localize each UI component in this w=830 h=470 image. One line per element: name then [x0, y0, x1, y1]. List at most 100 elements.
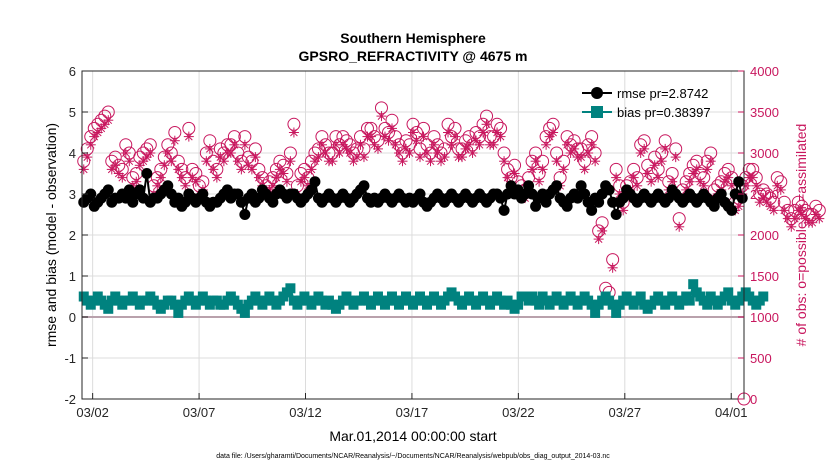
- assimilated-obs-stroke: [191, 177, 200, 186]
- assimilated-obs-stroke: [356, 140, 365, 149]
- y2-axis-label: # of obs: o=possible; ∗=assimilated: [793, 124, 809, 347]
- assimilated-obs-marker: [590, 156, 601, 167]
- bias-marker: [684, 295, 695, 306]
- assimilated-obs-stroke: [272, 173, 281, 182]
- assimilated-obs-marker: [376, 111, 387, 122]
- assimilated-obs-stroke: [699, 181, 708, 190]
- assimilated-obs-stroke: [692, 165, 701, 174]
- assimilated-obs-marker: [628, 172, 639, 183]
- legend-rmse-label: rmse pr=2.8742: [617, 86, 708, 101]
- assimilated-obs-marker: [537, 164, 548, 175]
- assimilated-obs-stroke: [542, 140, 550, 149]
- assimilated-obs-marker: [404, 148, 415, 158]
- y2-tick-label: 0: [750, 392, 757, 407]
- assimilated-obs-marker: [786, 221, 797, 232]
- assimilated-obs-stroke: [209, 165, 218, 174]
- rmse-marker: [726, 204, 738, 216]
- y2-tick-label: 3500: [750, 105, 779, 120]
- assimilated-obs-stroke: [433, 149, 442, 157]
- x-axis-ticks: 03/02 03/07 03/12 03/17 03/22 03/27 04/01: [76, 393, 748, 420]
- assimilated-obs-marker: [530, 156, 541, 167]
- assimilated-obs-marker: [334, 148, 345, 158]
- assimilated-obs-stroke: [132, 177, 141, 186]
- assimilated-obs-marker: [173, 164, 184, 175]
- assimilated-obs-stroke: [447, 140, 456, 149]
- assimilated-obs-marker: [411, 135, 422, 146]
- assimilated-obs-marker: [691, 164, 702, 175]
- assimilated-obs-stroke: [783, 214, 792, 223]
- assimilated-obs-marker: [383, 135, 394, 146]
- assimilated-obs-stroke: [121, 149, 130, 157]
- assimilated-obs-stroke: [353, 153, 361, 161]
- rmse-marker: [309, 176, 321, 188]
- assimilated-obs-marker: [579, 164, 590, 175]
- assimilated-obs-stroke: [612, 173, 621, 182]
- assimilated-obs-marker: [365, 131, 376, 142]
- y2-tick-label: 1500: [750, 269, 779, 284]
- assimilated-obs-marker: [719, 176, 730, 187]
- assimilated-obs-stroke: [335, 149, 344, 157]
- assimilated-obs-stroke: [489, 140, 498, 149]
- assimilated-obs-marker: [656, 156, 667, 167]
- assimilated-obs-marker: [117, 172, 128, 183]
- assimilated-obs-stroke: [346, 149, 354, 157]
- assimilated-obs-stroke: [584, 149, 592, 157]
- assimilated-obs-stroke: [360, 153, 368, 161]
- assimilated-obs-marker: [474, 139, 485, 150]
- assimilated-obs-stroke: [405, 149, 414, 157]
- bias-marker: [586, 299, 597, 310]
- assimilated-obs-stroke: [83, 153, 92, 161]
- assimilated-obs-stroke: [608, 263, 617, 272]
- assimilated-obs-stroke: [769, 206, 778, 215]
- rmse-marker: [530, 200, 542, 212]
- assimilated-obs-marker: [499, 156, 510, 167]
- assimilated-obs-marker: [583, 148, 594, 158]
- rmse-marker: [162, 180, 174, 192]
- assimilated-obs-marker: [103, 115, 114, 126]
- y-tick-label: -2: [64, 392, 76, 407]
- assimilated-obs-marker: [534, 176, 545, 187]
- assimilated-obs-stroke: [332, 140, 340, 149]
- assimilated-obs-marker: [155, 172, 166, 183]
- rmse-marker: [239, 209, 251, 220]
- assimilated-obs-marker: [159, 160, 170, 171]
- y-tick-label: 5: [69, 105, 76, 120]
- assimilated-obs-stroke: [451, 132, 459, 141]
- rmse-marker: [579, 188, 591, 200]
- assimilated-obs-marker: [646, 176, 657, 187]
- assimilated-obs-stroke: [205, 145, 214, 153]
- assimilated-obs-stroke: [163, 149, 172, 157]
- y-tick-label: -1: [64, 351, 76, 366]
- y2-tick-label: 4000: [750, 64, 779, 79]
- assimilated-obs-stroke: [776, 186, 785, 194]
- assimilated-obs-marker: [478, 127, 489, 138]
- assimilated-obs-marker: [229, 139, 240, 150]
- assimilated-obs-stroke: [797, 210, 806, 219]
- assimilated-obs-stroke: [591, 157, 599, 166]
- assimilated-obs-marker: [509, 168, 520, 179]
- assimilated-obs-marker: [782, 213, 793, 224]
- assimilated-obs-stroke: [528, 165, 536, 174]
- assimilated-obs-marker: [397, 156, 408, 167]
- assimilated-obs-marker: [611, 172, 622, 183]
- assimilated-obs-stroke: [118, 173, 127, 182]
- obs-count-series: [77, 101, 826, 406]
- assimilated-obs-marker: [642, 168, 653, 179]
- assimilated-obs-marker: [751, 180, 762, 191]
- assimilated-obs-stroke: [104, 116, 113, 125]
- rmse-marker: [733, 176, 745, 188]
- assimilated-obs-stroke: [657, 157, 666, 166]
- assimilated-obs-marker: [162, 148, 173, 158]
- assimilated-obs-stroke: [279, 169, 288, 178]
- assimilated-obs-stroke: [671, 153, 680, 161]
- y-tick-label: 6: [69, 64, 76, 79]
- assimilated-obs-marker: [723, 172, 734, 183]
- assimilated-obs-stroke: [685, 177, 694, 186]
- assimilated-obs-marker: [439, 152, 450, 163]
- bias-marker: [285, 283, 296, 294]
- assimilated-obs-marker: [432, 148, 443, 158]
- assimilated-obs-marker: [607, 262, 618, 273]
- assimilated-obs-stroke: [177, 173, 186, 182]
- bias-marker: [534, 299, 545, 310]
